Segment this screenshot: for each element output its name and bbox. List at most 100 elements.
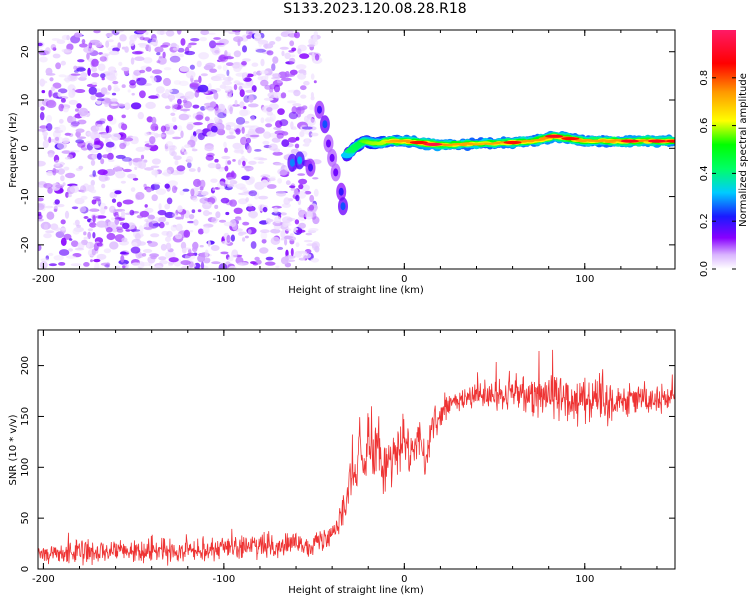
noise-blob <box>145 66 152 72</box>
noise-blob <box>57 91 62 97</box>
noise-blob <box>94 41 103 48</box>
noise-blob <box>43 223 49 230</box>
noise-blob <box>170 52 181 58</box>
noise-blob <box>204 249 209 258</box>
spectrogram-x-axis-label: Height of straight line (km) <box>288 285 424 296</box>
noise-blob <box>265 256 274 261</box>
noise-blob <box>134 166 138 170</box>
noise-blob <box>294 219 300 225</box>
noise-blob <box>107 47 113 51</box>
noise-blob <box>270 236 281 245</box>
noise-blob <box>169 98 173 102</box>
noise-blob <box>251 62 259 67</box>
noise-blob <box>172 47 179 51</box>
noise-blob <box>272 56 279 64</box>
noise-blob <box>96 253 107 260</box>
noise-blob <box>143 57 153 64</box>
noise-blob <box>273 206 279 214</box>
noise-blob <box>295 242 300 248</box>
noise-blob <box>46 170 54 176</box>
noise-blob <box>281 139 290 148</box>
noise-blob <box>248 190 258 197</box>
colorbar-tick: 0.0 <box>699 261 710 277</box>
noise-blob <box>104 168 116 176</box>
slant-core <box>329 153 335 162</box>
noise-blob <box>120 180 126 184</box>
noise-blob <box>213 116 219 123</box>
noise-blob <box>270 228 281 234</box>
snr-y-tick: 0 <box>20 566 31 572</box>
snr-x-tick: 100 <box>575 574 594 585</box>
noise-blob <box>92 215 96 223</box>
noise-blob <box>207 162 217 169</box>
noise-blob <box>151 116 157 125</box>
noise-blob <box>226 69 230 77</box>
noise-blob <box>181 247 187 254</box>
noise-blob <box>187 220 195 224</box>
noise-blob <box>122 222 130 230</box>
noise-blob <box>266 107 273 112</box>
noise-blob <box>115 154 126 159</box>
noise-blob <box>150 255 157 260</box>
noise-blob <box>196 60 202 68</box>
noise-blob <box>234 99 238 106</box>
slant-core <box>322 120 328 129</box>
noise-blob <box>56 203 65 208</box>
noise-blob <box>280 256 289 265</box>
noise-blob <box>78 165 84 170</box>
noise-blob <box>45 100 57 108</box>
noise-blob <box>74 247 85 251</box>
noise-blob <box>228 265 237 269</box>
noise-blob <box>232 62 240 69</box>
spectrogram-frame <box>37 29 676 270</box>
noise-blob <box>184 144 191 149</box>
noise-blob <box>295 194 300 202</box>
noise-blob <box>275 36 282 42</box>
noise-blob <box>277 108 285 115</box>
noise-blob <box>147 241 158 248</box>
noise-blob <box>72 228 80 235</box>
noise-blob <box>50 86 56 92</box>
noise-blob <box>212 78 223 81</box>
noise-blob <box>144 131 150 137</box>
noise-blob <box>178 80 189 87</box>
noise-blob <box>293 188 299 197</box>
snr-frame <box>37 329 676 570</box>
colorbar-tick: 0.6 <box>699 118 710 134</box>
noise-blob <box>227 160 232 165</box>
noise-blob <box>97 98 105 102</box>
noise-blob <box>134 56 145 61</box>
noise-blob <box>295 136 300 141</box>
noise-blob <box>310 92 314 98</box>
noise-blob <box>193 178 202 188</box>
noise-blob <box>297 173 306 176</box>
noise-blob <box>92 170 96 177</box>
noise-blob <box>69 123 79 127</box>
noise-blob <box>143 226 153 230</box>
noise-blob <box>137 111 144 120</box>
noise-blob <box>226 183 234 188</box>
spectrogram-y-tick: 20 <box>20 45 31 58</box>
noise-blob <box>288 111 298 120</box>
noise-blob <box>117 42 121 49</box>
noise-blob <box>246 145 252 154</box>
snr-y-tick: 100 <box>20 458 31 477</box>
noise-blob <box>76 103 82 109</box>
noise-blob <box>74 197 85 205</box>
noise-blob <box>261 239 267 244</box>
snr-y-tick: 50 <box>20 512 31 525</box>
noise-blob <box>58 249 70 256</box>
noise-blob <box>87 231 92 240</box>
noise-blob <box>235 117 246 125</box>
noise-blob <box>258 157 268 161</box>
noise-blob <box>247 103 259 108</box>
noise-blob <box>193 131 197 137</box>
ridge-peak <box>666 139 675 143</box>
noise-blob <box>284 238 288 246</box>
noise-blob <box>113 166 123 173</box>
noise-blob <box>121 114 126 119</box>
noise-blob <box>133 33 138 40</box>
noise-blob <box>156 30 167 35</box>
ridge-cell <box>604 140 617 143</box>
ridge-peak <box>503 140 522 145</box>
